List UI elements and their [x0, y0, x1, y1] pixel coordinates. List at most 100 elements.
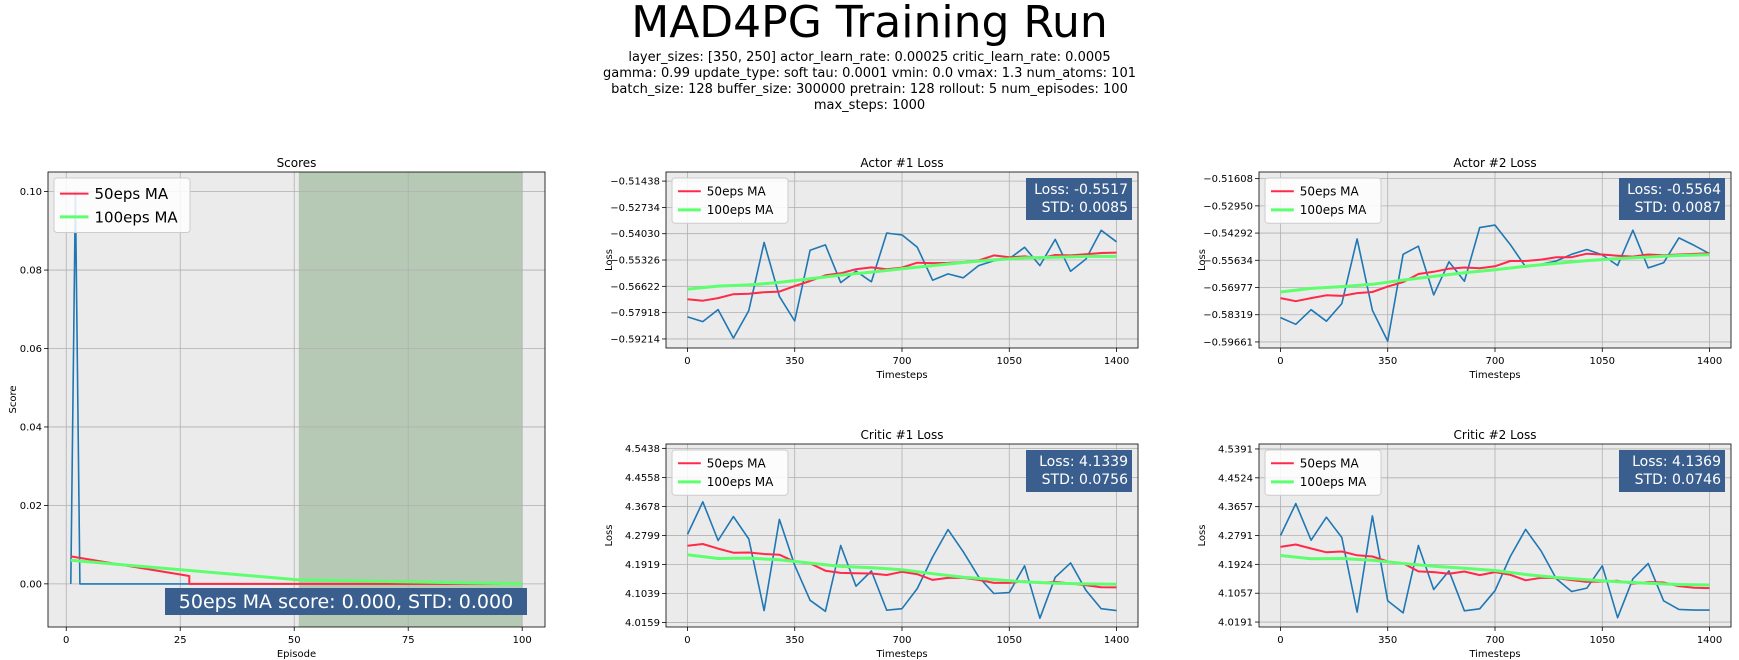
x-tick-label: 1050 — [997, 356, 1022, 367]
legend-label: 100eps MA — [707, 475, 774, 489]
y-tick-label: 4.4558 — [625, 473, 660, 484]
chart-critic2: 0 350 700 1050 1400 4.0191 4.1057 4.1924 4.2791 4… — [1197, 428, 1732, 660]
loss-annotation-line: Loss: 4.1369 — [1632, 454, 1721, 470]
legend-box — [671, 177, 789, 224]
y-tick-label: 4.0191 — [1218, 618, 1253, 629]
legend-label: 50eps MA — [707, 185, 767, 199]
x-tick-label: 1050 — [1590, 356, 1615, 367]
legend-label: 50eps MA — [1300, 457, 1360, 471]
series-line-100eps-MA — [687, 553, 1117, 586]
y-tick-label: 0.04 — [20, 422, 42, 433]
legend-label: 50eps MA — [95, 185, 169, 203]
y-axis-label: Loss — [1197, 249, 1208, 271]
loss-annotation-line: Loss: -0.5517 — [1034, 182, 1128, 198]
chart-title: Scores — [277, 156, 317, 170]
loss-annotation-line: STD: 0.0085 — [1042, 200, 1128, 216]
chart-actor2: 0 350 700 1050 1400 −0.59661 −0.58319 −0.56977 −… — [1197, 156, 1732, 381]
x-tick-label: 100 — [513, 635, 532, 646]
legend-label: 100eps MA — [1300, 203, 1367, 217]
y-tick-label: 4.2799 — [625, 531, 660, 542]
y-tick-label: 4.5438 — [625, 444, 660, 455]
chart-actor1: 0 350 700 1050 1400 −0.59214 −0.57918 −0.56622 −… — [604, 156, 1139, 381]
y-tick-label: 4.3678 — [625, 502, 660, 513]
x-tick-label: 350 — [1378, 635, 1397, 646]
x-tick-label: 350 — [785, 356, 804, 367]
y-tick-label: 4.3657 — [1218, 502, 1253, 513]
loss-annotation-box — [1619, 450, 1725, 492]
x-tick-label: 1400 — [1104, 356, 1129, 367]
y-tick-label: −0.57918 — [610, 308, 660, 319]
x-tick-label: 700 — [892, 635, 911, 646]
chart-title: Actor #2 Loss — [1453, 156, 1536, 170]
loss-annotation-line: STD: 0.0087 — [1635, 200, 1721, 216]
chart-scores: 0 25 50 75 100 0.00 0.02 0.04 0.06 0.08 0.10 Scores… — [8, 156, 546, 660]
x-tick-label: 1050 — [1590, 635, 1615, 646]
score-annotation-text: 50eps MA score: 0.000, STD: 0.000 — [179, 591, 513, 613]
legend-box — [671, 449, 789, 496]
x-tick-label: 1050 — [997, 635, 1022, 646]
params-line-3: batch_size: 128 buffer_size: 300000 pret… — [611, 82, 1128, 97]
y-tick-label: −0.51608 — [1203, 174, 1253, 185]
y-tick-label: 4.1924 — [1218, 560, 1253, 571]
series-line-100eps-MA — [687, 254, 1117, 291]
y-tick-label: −0.52734 — [610, 203, 660, 214]
series-line-50eps-MA — [1280, 252, 1710, 303]
x-axis-label: Timesteps — [875, 649, 927, 660]
x-tick-label: 0 — [1277, 635, 1283, 646]
series-line-100eps-MA — [1280, 253, 1710, 294]
y-tick-label: 0.10 — [20, 187, 42, 198]
chart-critic1: 0 350 700 1050 1400 4.0159 4.1039 4.1919 4.2799 4… — [604, 428, 1139, 660]
y-tick-label: 4.4524 — [1218, 473, 1253, 484]
loss-annotation-line: Loss: 4.1339 — [1039, 454, 1128, 470]
y-axis-label: Loss — [604, 249, 615, 271]
y-tick-label: −0.59661 — [1203, 337, 1253, 348]
series-line-raw — [686, 500, 1117, 620]
x-tick-label: 0 — [684, 356, 690, 367]
x-tick-label: 700 — [1485, 356, 1504, 367]
x-tick-label: 1400 — [1697, 356, 1722, 367]
loss-annotation-box — [1026, 450, 1132, 492]
x-tick-label: 350 — [785, 635, 804, 646]
loss-annotation-line: Loss: -0.5564 — [1627, 182, 1721, 198]
y-tick-label: −0.58319 — [1203, 310, 1253, 321]
chart-title: Actor #1 Loss — [860, 156, 943, 170]
legend-box — [1264, 449, 1382, 496]
legend-label: 50eps MA — [707, 457, 767, 471]
y-axis-label: Score — [8, 385, 19, 413]
legend-box — [1264, 177, 1382, 224]
params-line-1: layer_sizes: [350, 250] actor_learn_rate… — [628, 50, 1111, 65]
y-tick-label: −0.54292 — [1203, 229, 1253, 240]
y-tick-label: 0.00 — [20, 579, 42, 590]
loss-annotation-box — [1619, 178, 1725, 220]
x-tick-label: 1400 — [1104, 635, 1129, 646]
x-tick-label: 75 — [402, 635, 415, 646]
legend-label: 50eps MA — [1300, 185, 1360, 199]
series-line-raw — [1280, 224, 1710, 342]
x-tick-label: 50 — [288, 635, 301, 646]
x-tick-label: 0 — [1277, 356, 1283, 367]
x-tick-label: 0 — [684, 635, 690, 646]
plot-frame — [47, 171, 546, 628]
y-tick-label: 0.02 — [20, 501, 42, 512]
legend-label: 100eps MA — [95, 208, 179, 226]
y-tick-label: −0.51438 — [610, 177, 660, 188]
legend: 50eps MA 100eps MA — [671, 449, 789, 496]
params-line-2: gamma: 0.99 update_type: soft tau: 0.000… — [603, 66, 1136, 81]
series-line-100eps-MA — [1280, 554, 1710, 587]
y-tick-label: −0.56977 — [1203, 283, 1253, 294]
x-tick-label: 700 — [892, 356, 911, 367]
y-tick-label: −0.52950 — [1203, 201, 1253, 212]
x-tick-label: 0 — [63, 635, 69, 646]
x-axis-label: Episode — [277, 649, 316, 660]
y-axis-label: Loss — [1197, 525, 1208, 547]
x-axis-label: Timesteps — [1468, 370, 1520, 381]
y-tick-label: 0.08 — [20, 266, 42, 277]
legend: 50eps MA 100eps MA — [1264, 177, 1382, 224]
y-tick-label: 4.1919 — [625, 560, 660, 571]
legend: 50eps MA 100eps MA — [1264, 449, 1382, 496]
y-tick-label: 4.2791 — [1218, 531, 1253, 542]
legend: 50eps MA 100eps MA — [671, 177, 789, 224]
y-tick-label: 4.5391 — [1218, 444, 1253, 455]
y-tick-label: 4.0159 — [625, 618, 660, 629]
